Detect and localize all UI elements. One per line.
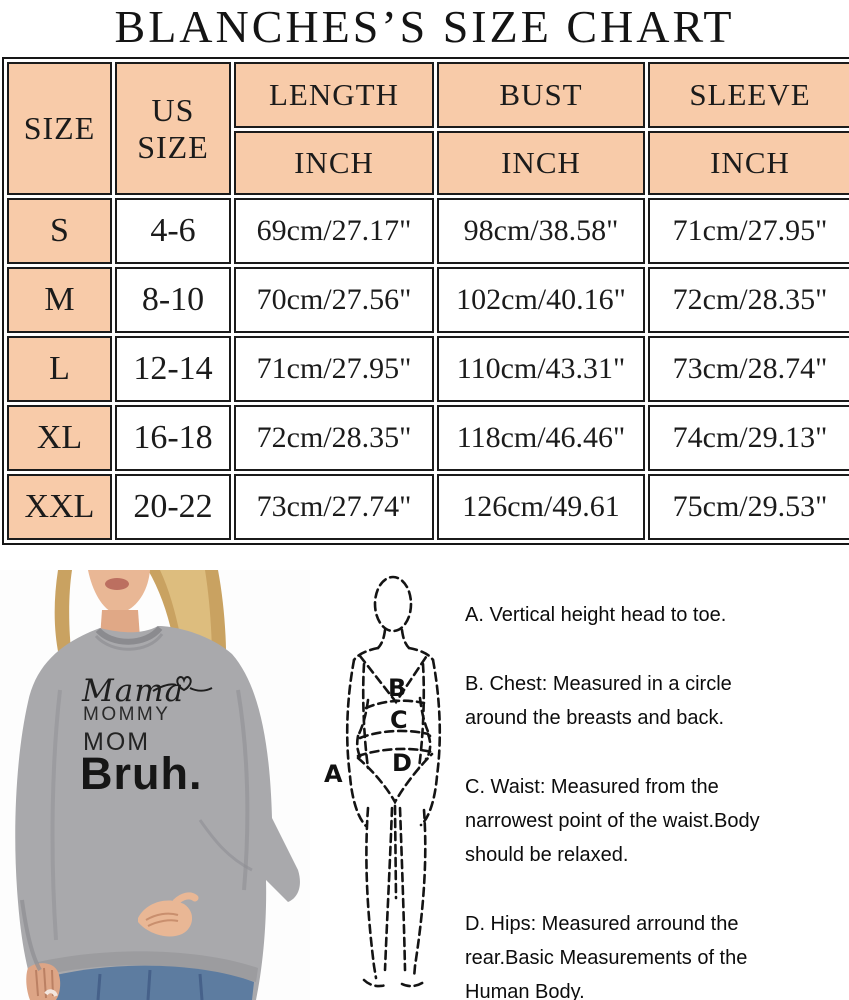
diagram-label-a: A [324,760,343,788]
guide-item-waist: C. Waist: Measured from the narrowest po… [465,776,760,866]
cell-length: 71cm/27.95" [234,336,434,402]
cell-us-size: 4-6 [115,198,231,264]
measurement-section: Mama MOMMY MOM Bruh. [0,560,849,1000]
cell-sleeve: 72cm/28.35" [648,267,849,333]
table-row-s: S 4-6 69cm/27.17" 98cm/38.58" 71cm/27.95… [7,198,849,264]
table-row-xl: XL 16-18 72cm/28.35" 118cm/46.46" 74cm/2… [7,405,849,471]
cell-length: 72cm/28.35" [234,405,434,471]
guide-item-height: A. Vertical height head to toe. [465,604,727,626]
diagram-label-b: B [388,674,406,702]
cell-size: M [7,267,112,333]
cell-sleeve: 74cm/29.13" [648,405,849,471]
shirt-text-mommy: MOMMY [83,704,170,725]
cell-us-size: 20-22 [115,474,231,540]
col-header-bust: BUST [437,62,645,128]
diagram-label-d: D [392,749,412,777]
table-row-xxl: XXL 20-22 73cm/27.74" 126cm/49.61 75cm/2… [7,474,849,540]
cell-us-size: 8-10 [115,267,231,333]
cell-us-size: 16-18 [115,405,231,471]
col-header-length: LENGTH [234,62,434,128]
unit-header-sleeve: INCH [648,131,849,195]
col-header-us-size: US SIZE [115,62,231,195]
cell-size: XXL [7,474,112,540]
cell-sleeve: 75cm/29.53" [648,474,849,540]
col-header-size: SIZE [7,62,112,195]
cell-us-size: 12-14 [115,336,231,402]
table-row-m: M 8-10 70cm/27.56" 102cm/40.16" 72cm/28.… [7,267,849,333]
col-header-sleeve: SLEEVE [648,62,849,128]
cell-bust: 126cm/49.61 [437,474,645,540]
cell-length: 70cm/27.56" [234,267,434,333]
table-row-l: L 12-14 71cm/27.95" 110cm/43.31" 73cm/28… [7,336,849,402]
guide-item-hips: D. Hips: Measured arround the rear.Basic… [465,913,748,1000]
cell-bust: 118cm/46.46" [437,405,645,471]
guide-item-chest: B. Chest: Measured in a circle around th… [465,673,732,729]
cell-length: 69cm/27.17" [234,198,434,264]
product-model-photo: Mama MOMMY MOM Bruh. [0,570,310,1000]
measurement-guide-text: A. Vertical height head to toe. B. Chest… [465,598,847,1000]
cell-size: S [7,198,112,264]
cell-bust: 98cm/38.58" [437,198,645,264]
shirt-text-mama: Mama [81,673,184,709]
cell-sleeve: 73cm/28.74" [648,336,849,402]
unit-header-length: INCH [234,131,434,195]
cell-sleeve: 71cm/27.95" [648,198,849,264]
diagram-label-c: C [390,706,408,734]
unit-header-bust: INCH [437,131,645,195]
body-measurement-diagram: A B C D [324,575,442,988]
cell-size: L [7,336,112,402]
cell-length: 73cm/27.74" [234,474,434,540]
cell-bust: 110cm/43.31" [437,336,645,402]
page-title: BLANCHES’S SIZE CHART [114,1,735,52]
size-chart-table: SIZE US SIZE LENGTH BUST SLEEVE INCH INC… [2,57,849,545]
shirt-text-mom: MOM [83,728,150,756]
cell-size: XL [7,405,112,471]
cell-bust: 102cm/40.16" [437,267,645,333]
shirt-text-bruh: Bruh. [80,748,203,799]
